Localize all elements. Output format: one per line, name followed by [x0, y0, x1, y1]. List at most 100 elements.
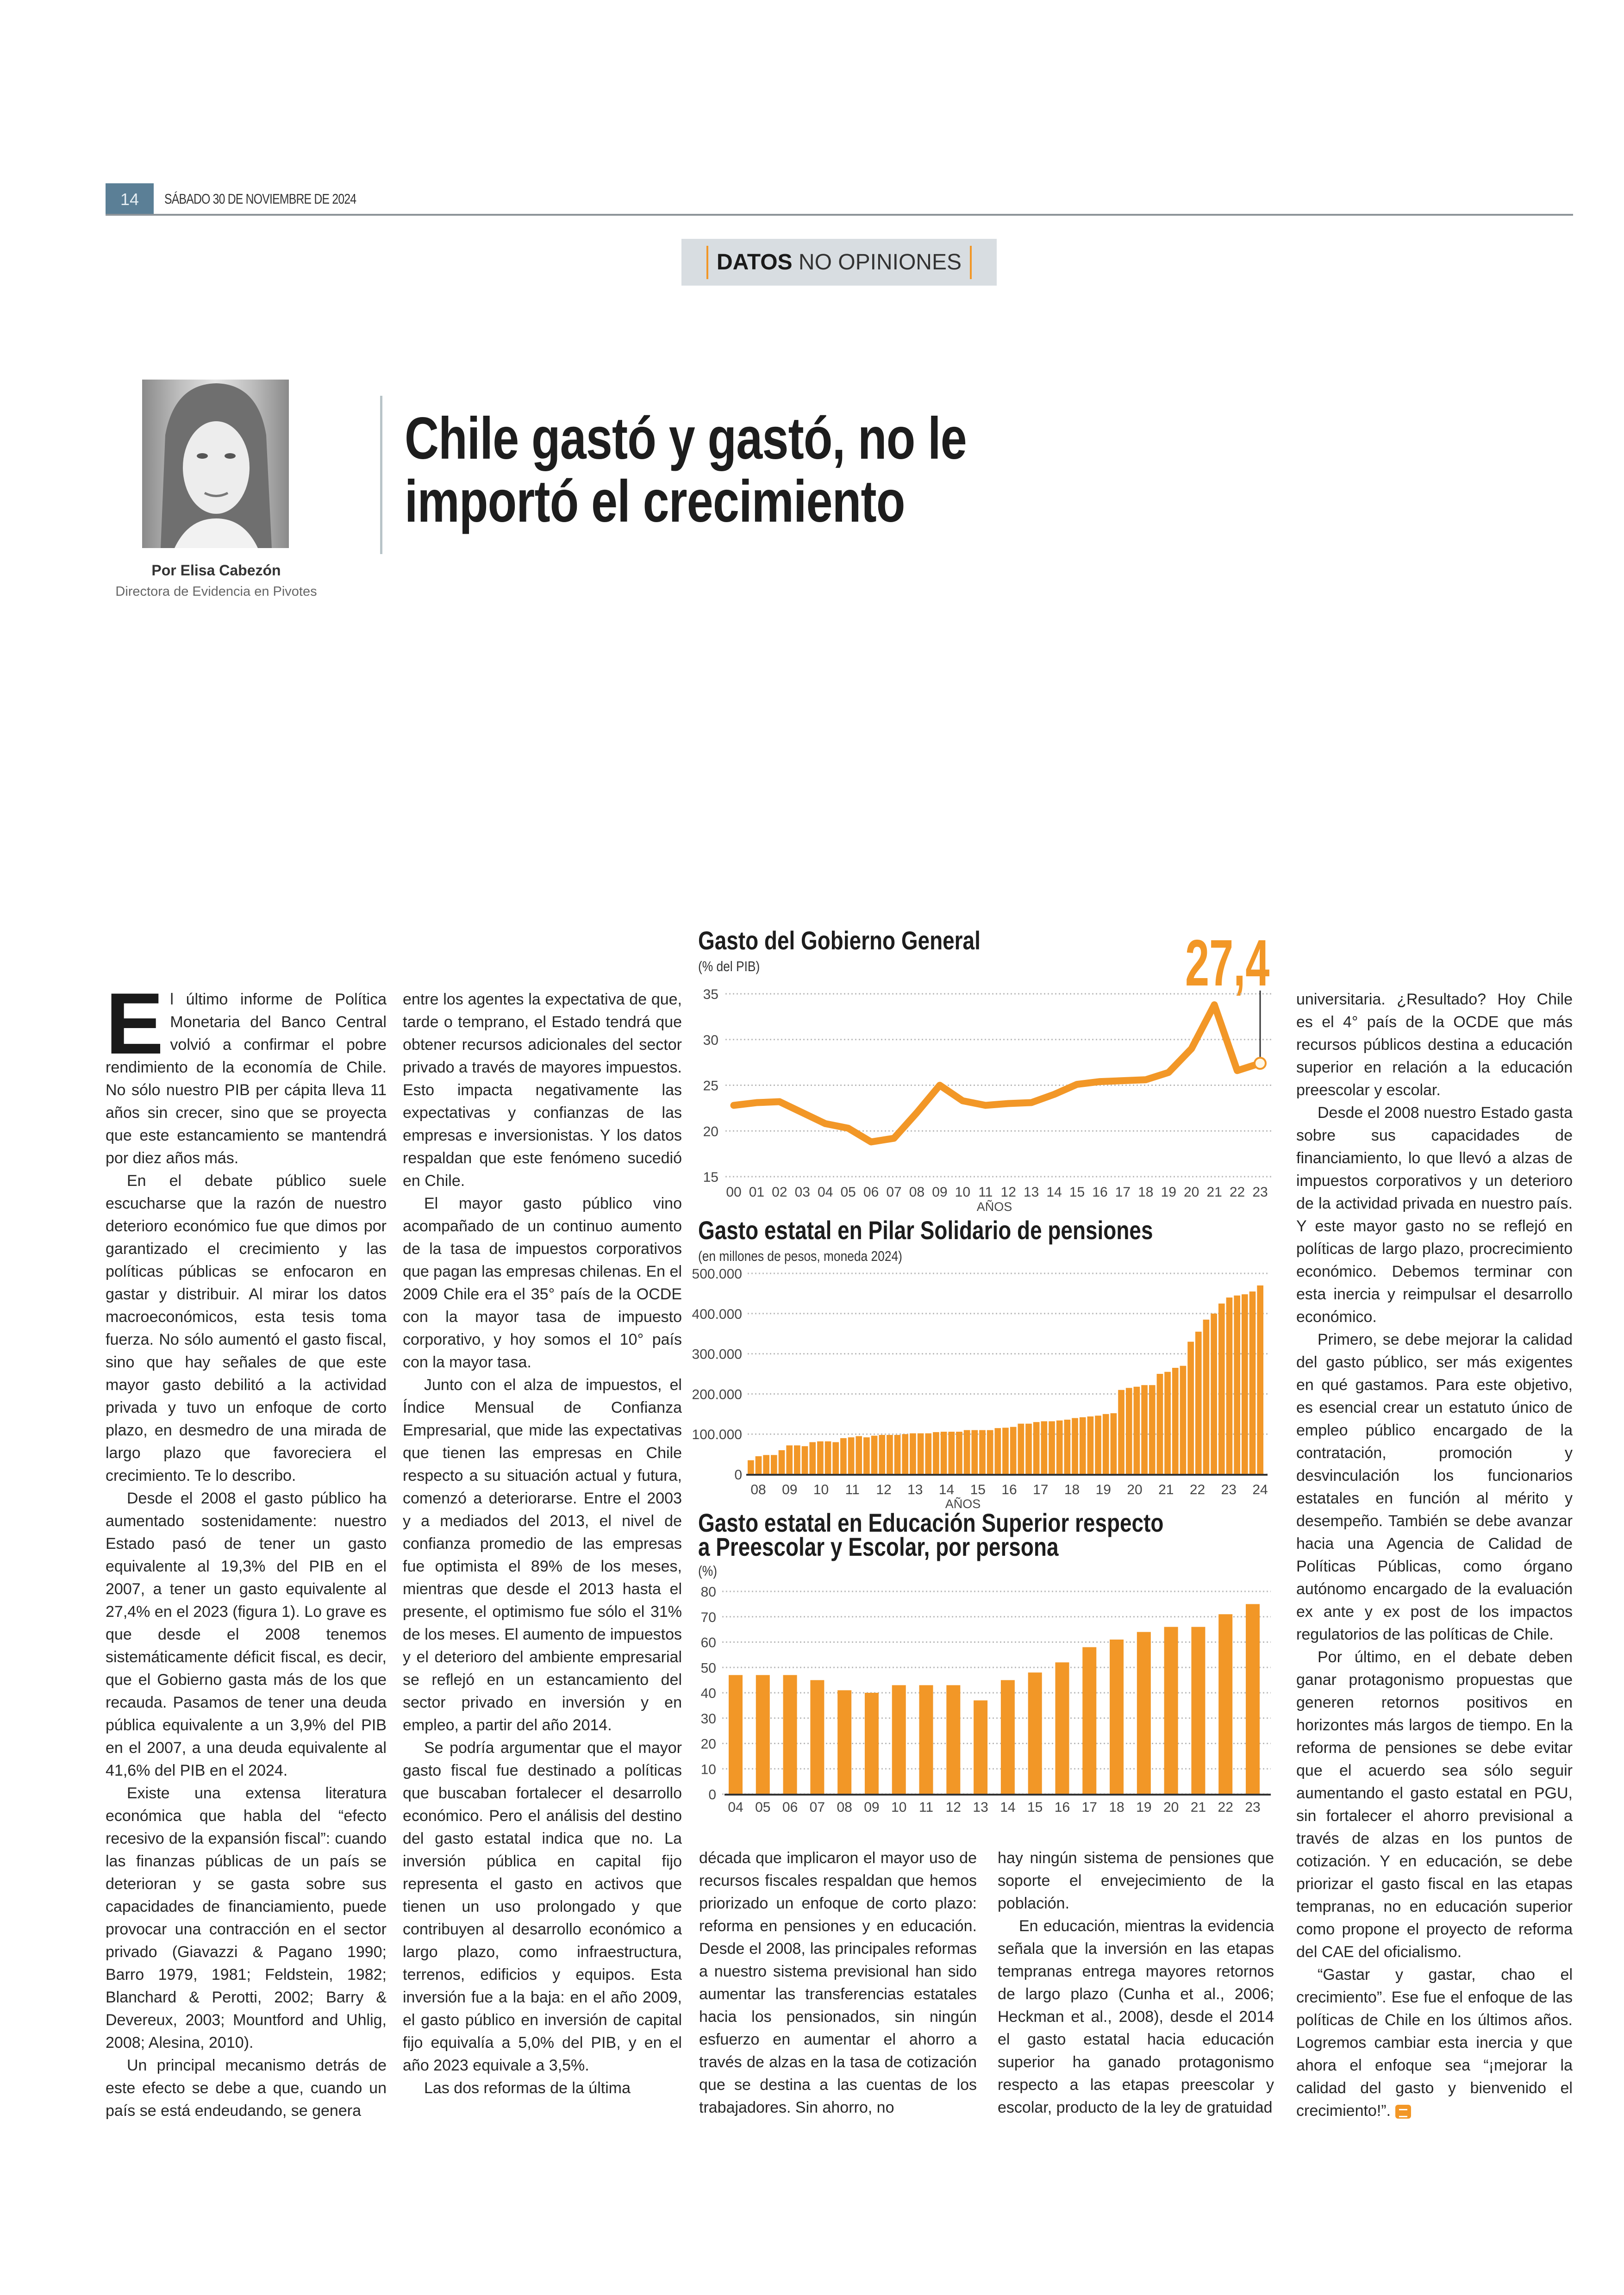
- chart2-bar: [971, 1430, 978, 1474]
- chart3-bar: [756, 1675, 770, 1794]
- chart3-x-tick-label: 20: [1163, 1800, 1179, 1815]
- chart3-x-tick-label: 18: [1109, 1800, 1124, 1815]
- paragraph: Existe una extensa literatura económica …: [106, 1784, 387, 2052]
- chart2-bar: [840, 1438, 847, 1474]
- chart2-bar: [887, 1434, 893, 1474]
- chart2-bar: [1149, 1385, 1156, 1474]
- chart2-bar: [786, 1445, 793, 1474]
- chart2-bar: [1087, 1416, 1094, 1474]
- chart2-x-tick-label: 23: [1221, 1482, 1237, 1497]
- paragraph: Las dos reformas de la última: [424, 2079, 631, 2097]
- chart3-y-tick-label: 40: [701, 1686, 716, 1701]
- paragraph: entre los agentes la expectativa de que,…: [403, 991, 682, 1190]
- article-column-2: entre los agentes la expectativa de que,…: [403, 988, 682, 2152]
- chart3-x-tick-label: 06: [782, 1800, 798, 1815]
- chart1-y-tick-label: 25: [703, 1079, 718, 1094]
- chart3-bar: [1191, 1627, 1206, 1794]
- chart3-x-tick-label: 23: [1245, 1800, 1260, 1815]
- chart3-x-tick-label: 22: [1218, 1800, 1233, 1815]
- chart3-x-tick-label: 17: [1082, 1800, 1097, 1815]
- chart2-subtitle: (en millones de pesos, moneda 2024): [698, 1248, 902, 1264]
- chart3-x-tick-label: 15: [1027, 1800, 1043, 1815]
- chart3-title-line2: a Preescolar y Escolar, por persona: [698, 1532, 1059, 1561]
- chart2-bar: [917, 1433, 924, 1474]
- chart2-bar: [1234, 1295, 1240, 1474]
- chart2-bar: [1033, 1422, 1040, 1474]
- chart1-x-tick-label: 21: [1206, 1185, 1222, 1200]
- chart3-x-tick-label: 11: [919, 1800, 933, 1815]
- paragraph: “Gastar y gastar, chao el crecimiento”. …: [1296, 1966, 1573, 2120]
- chart3-x-tick-label: 21: [1191, 1800, 1206, 1815]
- chart2-bar: [1049, 1421, 1055, 1474]
- chart2-x-tick-label: 18: [1064, 1482, 1080, 1497]
- headline-line: importó el crecimiento: [405, 468, 905, 535]
- chart2-bar: [1249, 1291, 1256, 1474]
- chart2-bar: [1056, 1420, 1063, 1474]
- chart1-x-tick-label: 09: [932, 1185, 947, 1200]
- chart2-bar: [1172, 1367, 1179, 1474]
- chart2-bar: [771, 1455, 777, 1474]
- chart1-x-tick-label: 18: [1138, 1185, 1153, 1200]
- chart3-bar: [1082, 1647, 1097, 1794]
- chart1-x-tick-label: 14: [1046, 1185, 1062, 1200]
- chart2-bar: [1180, 1366, 1187, 1474]
- chart3-bar: [1246, 1604, 1260, 1794]
- chart2-bar: [1133, 1386, 1140, 1474]
- chart1-y-tick-label: 30: [703, 1033, 718, 1048]
- chart3-y-tick-label: 30: [701, 1711, 716, 1727]
- chart2-bar: [871, 1435, 878, 1474]
- chart1-x-tick-label: 15: [1069, 1185, 1085, 1200]
- chart1-y-tick-label: 20: [703, 1124, 718, 1139]
- chart1-x-tick-label: 17: [1115, 1185, 1131, 1200]
- chart2-bar: [1064, 1419, 1071, 1474]
- chart2-x-tick-label: 24: [1252, 1482, 1268, 1497]
- chart2-bar: [1102, 1414, 1109, 1474]
- chart1-line-chart: 15 20 25 30 35 00 01 02 03 04 05 06 07 08 09 10 11 12 13 14…: [703, 987, 1272, 1214]
- chart2-bar: [925, 1433, 932, 1474]
- chart1-x-tick-label: 19: [1161, 1185, 1176, 1200]
- chart2-x-tick-label: 20: [1127, 1482, 1142, 1497]
- author-role: Directora de Evidencia en Pivotes: [115, 584, 317, 599]
- paragraph: Desde el 2008 nuestro Estado gasta sobre…: [1296, 1104, 1573, 1326]
- end-of-article-icon: [1395, 2105, 1411, 2119]
- chart2-bar: [1164, 1372, 1171, 1474]
- chart2-bar: [910, 1433, 916, 1474]
- chart2-bar: [1125, 1388, 1132, 1474]
- chart2-bar: [902, 1434, 909, 1474]
- chart2-bar: [963, 1430, 970, 1474]
- chart2-bar: [1241, 1294, 1248, 1474]
- chart1-x-tick-label: 06: [863, 1185, 879, 1200]
- chart2-y-tick-label: 0: [734, 1467, 742, 1483]
- chart2-x-tick-label: 10: [813, 1482, 829, 1497]
- chart3-bar: [1000, 1680, 1015, 1794]
- chart2-bar: [979, 1430, 986, 1474]
- chart3-y-tick-label: 70: [701, 1610, 716, 1625]
- chart3-bar: [1110, 1640, 1124, 1794]
- chart3-bar: [810, 1680, 824, 1794]
- chart2-title: Gasto estatal en Pilar Solidario de pens…: [698, 1216, 1153, 1245]
- chart3-bar: [946, 1685, 961, 1794]
- chart2-bar: [1095, 1416, 1101, 1474]
- article-column-3: década que implicaron el mayor uso de re…: [699, 1847, 977, 2152]
- drop-cap: E: [106, 988, 164, 1072]
- chart2-bar: [1118, 1390, 1124, 1474]
- chart3-y-tick-label: 80: [701, 1584, 716, 1600]
- chart2-x-tick-label: 09: [782, 1482, 797, 1497]
- section-tag: DATOS NO OPINIONES: [681, 239, 997, 286]
- chart2-bar: [824, 1441, 831, 1474]
- chart3-x-tick-label: 19: [1136, 1800, 1151, 1815]
- paragraph: hay ningún sistema de pensiones que sopo…: [998, 1849, 1274, 1912]
- chart2-y-tick-label: 500.000: [692, 1266, 742, 1282]
- paragraph: El mayor gasto público vino acompañado d…: [403, 1195, 682, 1371]
- chart2-bar: [1156, 1374, 1163, 1474]
- chart2-x-tick-label: 11: [845, 1482, 860, 1497]
- chart2-x-tick-label: 13: [907, 1482, 923, 1497]
- accent-bar: [969, 245, 972, 279]
- chart3-x-tick-label: 07: [810, 1800, 825, 1815]
- chart3-bar: [1137, 1632, 1151, 1794]
- chart2-y-tick-label: 300.000: [692, 1347, 742, 1362]
- chart2-bar-chart: 0 100.000 200.000 300.000 400.000 500.000 08 09…: [692, 1266, 1268, 1511]
- chart2-x-tick-label: 14: [939, 1482, 954, 1497]
- paragraph: década que implicaron el mayor uso de re…: [699, 1849, 977, 2116]
- chart2-bar: [1072, 1418, 1078, 1474]
